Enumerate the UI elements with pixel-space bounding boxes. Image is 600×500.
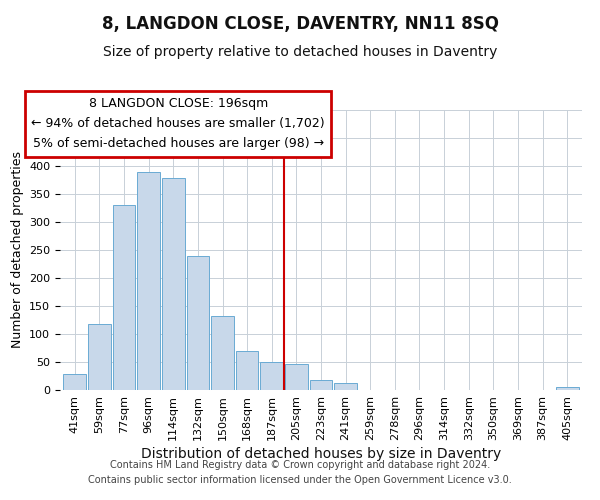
- Bar: [162, 178, 185, 390]
- Bar: [113, 205, 136, 390]
- Bar: [187, 256, 209, 390]
- Bar: [236, 352, 259, 390]
- Bar: [310, 380, 332, 390]
- Bar: [137, 172, 160, 390]
- X-axis label: Distribution of detached houses by size in Daventry: Distribution of detached houses by size …: [141, 447, 501, 461]
- Bar: [88, 324, 111, 390]
- Text: 8, LANGDON CLOSE, DAVENTRY, NN11 8SQ: 8, LANGDON CLOSE, DAVENTRY, NN11 8SQ: [101, 15, 499, 33]
- Bar: [556, 387, 578, 390]
- Bar: [64, 374, 86, 390]
- Bar: [334, 382, 357, 390]
- Bar: [285, 364, 308, 390]
- Text: 8 LANGDON CLOSE: 196sqm
← 94% of detached houses are smaller (1,702)
5% of semi-: 8 LANGDON CLOSE: 196sqm ← 94% of detache…: [31, 98, 325, 150]
- Bar: [211, 316, 234, 390]
- Text: Contains HM Land Registry data © Crown copyright and database right 2024.
Contai: Contains HM Land Registry data © Crown c…: [88, 460, 512, 485]
- Bar: [260, 362, 283, 390]
- Y-axis label: Number of detached properties: Number of detached properties: [11, 152, 23, 348]
- Text: Size of property relative to detached houses in Daventry: Size of property relative to detached ho…: [103, 45, 497, 59]
